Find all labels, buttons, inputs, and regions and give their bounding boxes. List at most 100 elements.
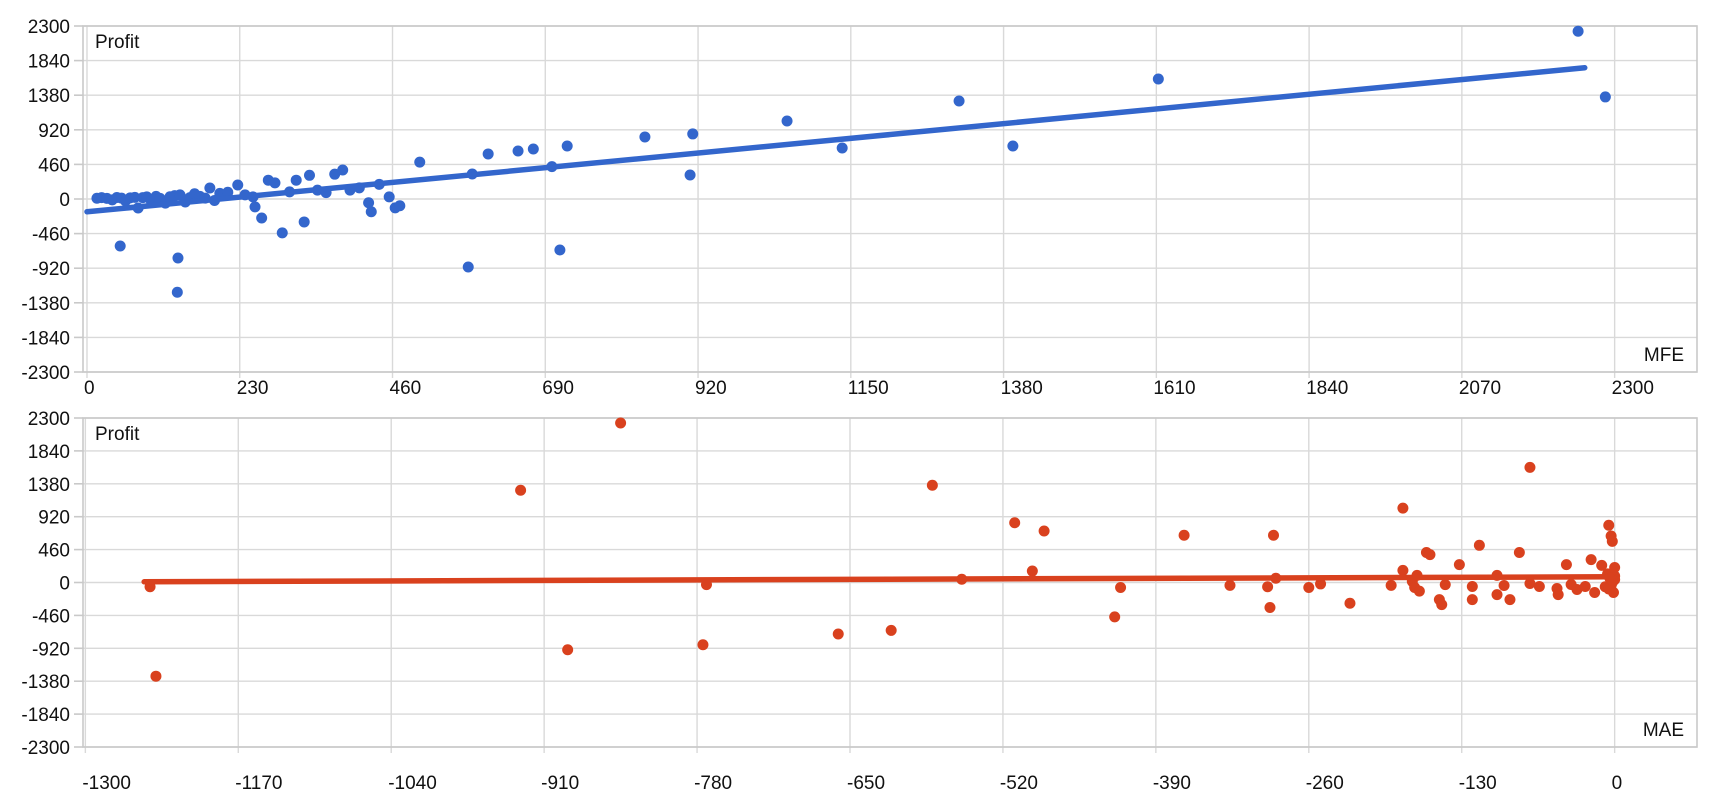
data-point — [1607, 587, 1619, 599]
gridlines — [74, 417, 1697, 753]
x-tick-label: 1840 — [1306, 378, 1348, 399]
y-axis-title: Profit — [95, 424, 140, 445]
x-tick-label: 1380 — [1001, 378, 1043, 399]
x-tick-label: 460 — [390, 378, 422, 399]
data-point — [462, 261, 474, 273]
x-tick-label: -130 — [1459, 773, 1497, 794]
x-tick-label: -910 — [541, 773, 579, 794]
data-point — [1466, 581, 1478, 593]
x-tick-label: -650 — [847, 773, 885, 794]
data-point — [276, 227, 288, 239]
data-point — [1599, 91, 1611, 103]
x-tick-label: 0 — [1612, 773, 1623, 794]
data-point — [150, 670, 162, 682]
data-point — [1109, 611, 1121, 623]
data-point — [365, 206, 377, 218]
data-point — [1585, 554, 1597, 566]
x-tick-label: 230 — [237, 378, 269, 399]
data-point — [1466, 594, 1478, 606]
x-tick-label: -390 — [1153, 773, 1191, 794]
y-tick-label: 920 — [38, 121, 70, 142]
data-point — [832, 628, 844, 640]
y-tick-label: 2300 — [28, 409, 70, 430]
y-axis-title: Profit — [95, 32, 140, 53]
x-tick-label: 2070 — [1459, 378, 1501, 399]
y-tick-label: 0 — [59, 574, 70, 595]
data-point — [781, 115, 793, 127]
data-point — [1572, 25, 1584, 37]
x-tick-label: -1300 — [82, 773, 131, 794]
data-point — [222, 186, 234, 198]
data-point — [269, 177, 281, 189]
data-point — [1473, 539, 1485, 551]
data-point — [129, 191, 141, 203]
data-point — [1007, 140, 1019, 152]
data-point — [1491, 589, 1503, 601]
y-tick-label: 1840 — [28, 442, 70, 463]
data-point — [512, 145, 524, 157]
x-tick-label: 1610 — [1153, 378, 1195, 399]
data-point — [1552, 589, 1564, 601]
x-tick-label: 1150 — [848, 378, 889, 399]
trendline — [141, 574, 1616, 585]
data-point — [1524, 461, 1536, 473]
y-tick-label: 1380 — [28, 475, 70, 496]
data-point — [114, 240, 126, 252]
data-point — [482, 148, 494, 160]
trendline — [84, 64, 1588, 215]
data-point — [639, 131, 651, 143]
chart-mfe: 0 230 460 690 920 1150 1380 1610 1840 2070 2300 230… — [21, 17, 1698, 399]
data-point — [290, 174, 302, 186]
y-tick-label: 920 — [38, 508, 70, 529]
data-point — [1397, 502, 1409, 514]
data-point — [554, 244, 566, 256]
data-point — [172, 252, 184, 264]
axis-labels: 0 230 460 690 920 1150 1380 1610 1840 2070 2300 230… — [21, 17, 1654, 399]
y-tick-label: -1380 — [21, 672, 70, 693]
plot-border — [82, 25, 1698, 373]
data-point — [1264, 602, 1276, 614]
x-tick-label: -1040 — [388, 773, 437, 794]
data-point — [684, 169, 696, 181]
data-point — [1424, 549, 1436, 561]
data-point — [298, 216, 310, 228]
data-point — [1413, 585, 1425, 597]
data-point — [1026, 565, 1038, 577]
data-point — [1453, 559, 1465, 571]
x-axis-title: MAE — [1643, 720, 1684, 741]
data-point — [204, 182, 216, 194]
y-tick-label: -920 — [32, 259, 70, 280]
data-point — [1589, 587, 1601, 599]
data-point — [1603, 519, 1615, 531]
y-tick-label: -2300 — [21, 363, 70, 384]
y-tick-label: -1840 — [21, 705, 70, 726]
data-point — [615, 417, 627, 429]
data-point — [1315, 578, 1327, 590]
data-point — [1533, 581, 1545, 593]
y-tick-label: 1380 — [28, 86, 70, 107]
data-point — [562, 644, 574, 656]
data-point — [1115, 582, 1127, 594]
data-point — [1436, 599, 1448, 611]
data-point — [303, 169, 315, 181]
chart-mae: -1300 -1170 -1040 -910 -780 -650 -520 -390 -260-… — [21, 409, 1698, 794]
plot-border — [82, 417, 1698, 748]
data-point — [249, 201, 261, 213]
data-point — [1009, 517, 1021, 529]
data-point — [1560, 559, 1572, 571]
data-point — [1268, 529, 1280, 541]
y-tick-label: -460 — [32, 606, 70, 627]
data-point — [1439, 579, 1451, 591]
data-point — [561, 140, 573, 152]
data-point — [1524, 578, 1536, 590]
axis-labels: -1300 -1170 -1040 -910 -780 -650 -520 -390 -260-… — [21, 409, 1622, 794]
data-point — [256, 212, 268, 224]
y-tick-label: -2300 — [21, 738, 70, 759]
data-point — [232, 179, 244, 191]
y-tick-label: 1840 — [28, 52, 70, 73]
scatter-points — [144, 417, 1621, 682]
x-tick-label: -780 — [694, 773, 732, 794]
data-point — [953, 95, 965, 107]
y-tick-label: -460 — [32, 225, 70, 246]
